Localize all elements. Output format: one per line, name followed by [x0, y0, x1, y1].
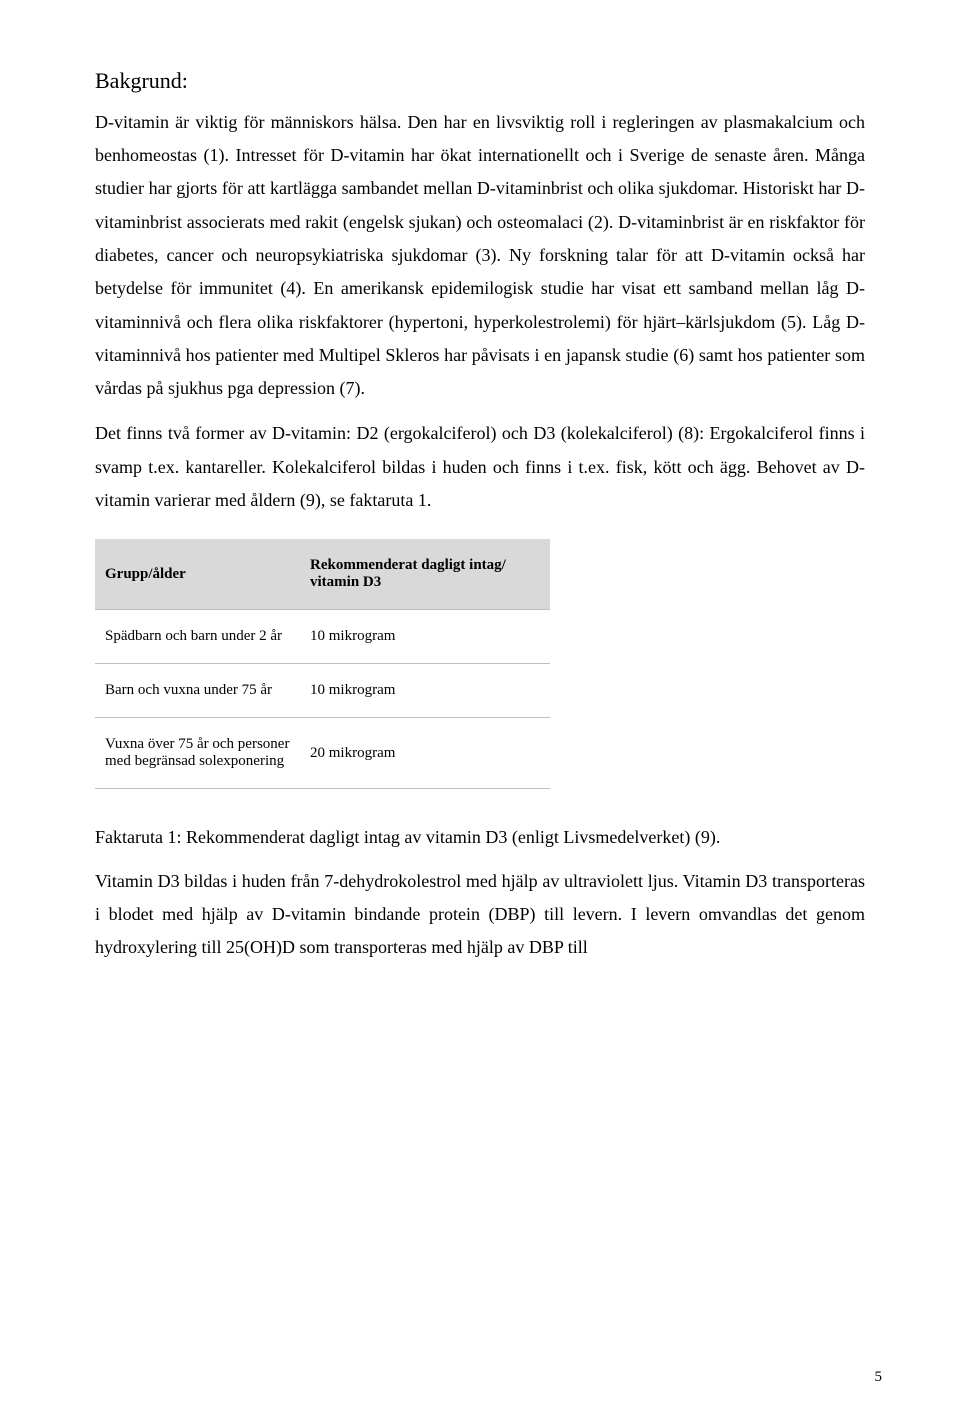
section-heading: Bakgrund: [95, 60, 865, 102]
intake-table: Grupp/ålder Rekommenderat dagligt intag/… [95, 539, 550, 789]
table-header-intake: Rekommenderat dagligt intag/ vitamin D3 [300, 539, 550, 610]
table-cell-group-line2: med begränsad solexponering [105, 753, 284, 769]
table-cell-group: Spädbarn och barn under 2 år [95, 610, 300, 664]
page-number: 5 [875, 1369, 883, 1386]
table-row: Vuxna över 75 år och personer med begrän… [95, 718, 550, 789]
paragraph-1: D-vitamin är viktig för människors hälsa… [95, 106, 865, 406]
table-row: Barn och vuxna under 75 år 10 mikrogram [95, 664, 550, 718]
table-cell-group: Vuxna över 75 år och personer med begrän… [95, 718, 300, 789]
table-caption: Faktaruta 1: Rekommenderat dagligt intag… [95, 821, 865, 854]
table-row: Spädbarn och barn under 2 år 10 mikrogra… [95, 610, 550, 664]
table-cell-group-line1: Vuxna över 75 år och personer [105, 736, 289, 752]
table-header-row: Grupp/ålder Rekommenderat dagligt intag/… [95, 539, 550, 610]
table-header-intake-line1: Rekommenderat dagligt intag/ [310, 557, 506, 573]
table-cell-intake: 20 mikrogram [300, 718, 550, 789]
table-header-intake-line2: vitamin D3 [310, 574, 381, 590]
table-cell-intake: 10 mikrogram [300, 610, 550, 664]
table-cell-intake: 10 mikrogram [300, 664, 550, 718]
table-cell-group: Barn och vuxna under 75 år [95, 664, 300, 718]
paragraph-3: Vitamin D3 bildas i huden från 7-dehydro… [95, 865, 865, 965]
paragraph-2: Det finns två former av D-vitamin: D2 (e… [95, 417, 865, 517]
table-header-group: Grupp/ålder [95, 539, 300, 610]
